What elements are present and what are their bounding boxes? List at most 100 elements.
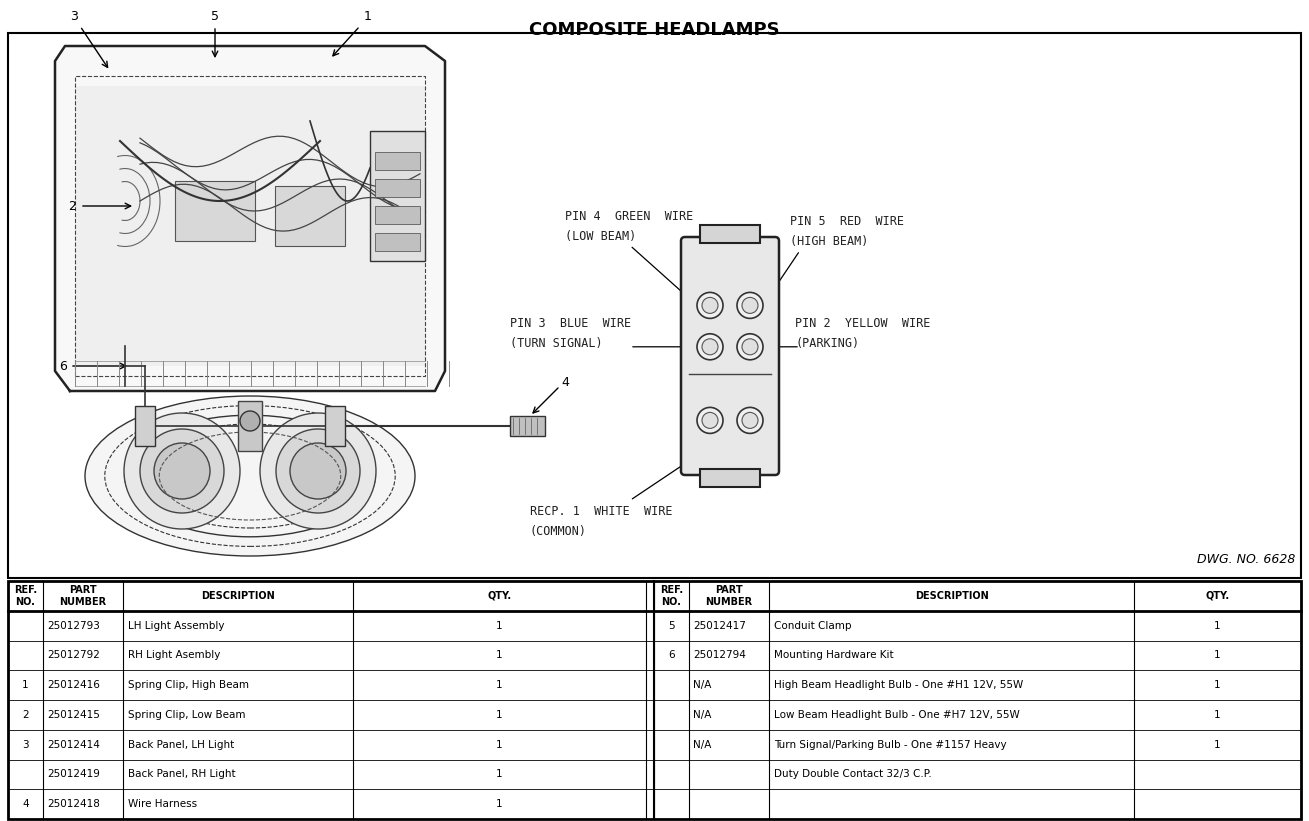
Text: 5: 5 [211, 10, 219, 22]
Text: 25012416: 25012416 [47, 680, 99, 690]
Text: Duty Double Contact 32/3 C.P.: Duty Double Contact 32/3 C.P. [774, 769, 932, 779]
Circle shape [696, 334, 723, 360]
Text: 25012417: 25012417 [692, 621, 746, 631]
Bar [175, 181, 255, 241]
Text: 25012419: 25012419 [47, 769, 99, 779]
Circle shape [702, 412, 719, 429]
Text: 6: 6 [59, 360, 67, 373]
Circle shape [696, 407, 723, 433]
Text: 25012794: 25012794 [692, 650, 746, 660]
Circle shape [702, 339, 719, 355]
Text: 1: 1 [364, 10, 372, 22]
Text: PIN 3  BLUE  WIRE: PIN 3 BLUE WIRE [511, 317, 631, 330]
Text: 25012414: 25012414 [47, 740, 99, 750]
Circle shape [742, 412, 758, 429]
Text: (COMMON): (COMMON) [530, 525, 586, 539]
Text: 1: 1 [1215, 680, 1221, 690]
Text: PART
NUMBER: PART NUMBER [706, 585, 753, 607]
Bar [275, 186, 346, 246]
Text: REF.
NO.: REF. NO. [14, 585, 37, 607]
Text: DESCRIPTION: DESCRIPTION [202, 591, 275, 601]
Bar [8, 33, 1301, 578]
Text: 25012415: 25012415 [47, 710, 99, 720]
Text: (TURN SIGNAL): (TURN SIGNAL) [511, 337, 602, 350]
Bar [75, 86, 425, 366]
Text: QTY.: QTY. [487, 591, 512, 601]
Bar [238, 401, 262, 451]
Text: 25012418: 25012418 [47, 799, 99, 810]
Text: 1: 1 [1215, 740, 1221, 750]
Text: DESCRIPTION: DESCRIPTION [915, 591, 988, 601]
Bar [8, 581, 1301, 819]
Circle shape [737, 292, 763, 319]
Text: 3: 3 [22, 740, 29, 750]
Text: 25012793: 25012793 [47, 621, 99, 631]
Bar [374, 233, 420, 251]
Text: 3: 3 [71, 10, 79, 22]
Text: 1: 1 [496, 710, 503, 720]
Text: RECP. 1  WHITE  WIRE: RECP. 1 WHITE WIRE [530, 506, 673, 518]
Text: REF.
NO.: REF. NO. [660, 585, 683, 607]
Text: QTY.: QTY. [1206, 591, 1229, 601]
Text: 1: 1 [496, 621, 503, 631]
Text: RH Light Asembly: RH Light Asembly [128, 650, 220, 660]
Text: 4: 4 [562, 375, 569, 388]
Text: 25012792: 25012792 [47, 650, 99, 660]
Text: Back Panel, RH Light: Back Panel, RH Light [128, 769, 236, 779]
Bar [325, 406, 346, 446]
Bar [75, 76, 425, 376]
Text: 4: 4 [22, 799, 29, 810]
Text: 1: 1 [22, 680, 29, 690]
Circle shape [737, 334, 763, 360]
Text: (HIGH BEAM): (HIGH BEAM) [791, 236, 868, 249]
Text: LH Light Assembly: LH Light Assembly [128, 621, 225, 631]
Text: 1: 1 [1215, 710, 1221, 720]
Text: Spring Clip, High Beam: Spring Clip, High Beam [128, 680, 249, 690]
FancyBboxPatch shape [681, 237, 779, 475]
Text: Conduit Clamp: Conduit Clamp [774, 621, 851, 631]
Bar [700, 225, 761, 243]
Text: Spring Clip, Low Beam: Spring Clip, Low Beam [128, 710, 246, 720]
Text: (LOW BEAM): (LOW BEAM) [565, 231, 636, 243]
Text: (PARKING): (PARKING) [795, 337, 859, 350]
Text: 1: 1 [496, 769, 503, 779]
Circle shape [702, 297, 719, 314]
Ellipse shape [85, 396, 415, 556]
Text: 1: 1 [496, 680, 503, 690]
Circle shape [742, 297, 758, 314]
Circle shape [291, 443, 346, 499]
Circle shape [140, 429, 224, 513]
Text: Wire Harness: Wire Harness [128, 799, 198, 810]
Text: DWG. NO. 6628: DWG. NO. 6628 [1196, 553, 1295, 566]
Polygon shape [55, 46, 445, 391]
Circle shape [260, 413, 376, 529]
Circle shape [240, 411, 260, 431]
Text: 6: 6 [668, 650, 675, 660]
Bar [370, 131, 425, 261]
Text: N/A: N/A [692, 680, 711, 690]
Bar [374, 206, 420, 224]
Text: Mounting Hardware Kit: Mounting Hardware Kit [774, 650, 894, 660]
Text: PIN 2  YELLOW  WIRE: PIN 2 YELLOW WIRE [795, 317, 931, 330]
Bar [700, 469, 761, 487]
Text: PIN 5  RED  WIRE: PIN 5 RED WIRE [791, 215, 905, 228]
Text: PART
NUMBER: PART NUMBER [59, 585, 106, 607]
Text: 1: 1 [496, 650, 503, 660]
Circle shape [696, 292, 723, 319]
Text: 1: 1 [1215, 621, 1221, 631]
Text: 1: 1 [1215, 650, 1221, 660]
Circle shape [737, 407, 763, 433]
Text: N/A: N/A [692, 710, 711, 720]
Circle shape [124, 413, 240, 529]
Text: Low Beam Headlight Bulb - One #H7 12V, 55W: Low Beam Headlight Bulb - One #H7 12V, 5… [774, 710, 1020, 720]
Text: 2: 2 [68, 200, 76, 213]
Text: 2: 2 [22, 710, 29, 720]
Text: COMPOSITE HEADLAMPS: COMPOSITE HEADLAMPS [529, 21, 779, 39]
Circle shape [276, 429, 360, 513]
Text: Back Panel, LH Light: Back Panel, LH Light [128, 740, 234, 750]
Text: High Beam Headlight Bulb - One #H1 12V, 55W: High Beam Headlight Bulb - One #H1 12V, … [774, 680, 1024, 690]
Bar [511, 416, 545, 436]
Text: PIN 4  GREEN  WIRE: PIN 4 GREEN WIRE [565, 210, 694, 223]
Text: 1: 1 [496, 740, 503, 750]
Bar [374, 152, 420, 170]
